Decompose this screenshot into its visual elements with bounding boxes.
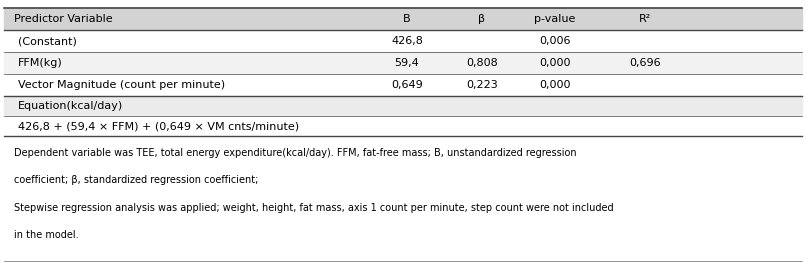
Text: 0,696: 0,696 <box>629 58 661 68</box>
Text: 0,000: 0,000 <box>538 80 571 90</box>
Text: 0,808: 0,808 <box>466 58 498 68</box>
Text: in the model.: in the model. <box>14 230 78 240</box>
Text: Stepwise regression analysis was applied; weight, height, fat mass, axis 1 count: Stepwise regression analysis was applied… <box>14 203 613 213</box>
Polygon shape <box>4 136 802 260</box>
Text: (Constant): (Constant) <box>18 36 77 46</box>
Text: R²: R² <box>638 14 651 24</box>
Polygon shape <box>4 30 802 52</box>
Text: β: β <box>479 14 485 24</box>
Text: 0,223: 0,223 <box>466 80 498 90</box>
Text: 0,649: 0,649 <box>391 80 423 90</box>
Text: 59,4: 59,4 <box>395 58 419 68</box>
Polygon shape <box>4 74 802 96</box>
Text: 426,8: 426,8 <box>391 36 423 46</box>
Text: Predictor Variable: Predictor Variable <box>14 14 112 24</box>
Text: Equation(kcal/day): Equation(kcal/day) <box>18 101 123 111</box>
Text: Vector Magnitude (count per minute): Vector Magnitude (count per minute) <box>18 80 225 90</box>
Text: coefficient; β, standardized regression coefficient;: coefficient; β, standardized regression … <box>14 175 258 185</box>
Text: 0,000: 0,000 <box>538 58 571 68</box>
Text: B: B <box>403 14 411 24</box>
Polygon shape <box>4 96 802 116</box>
Text: Dependent variable was TEE, total energy expenditure(kcal/day). FFM, fat-free ma: Dependent variable was TEE, total energy… <box>14 147 576 157</box>
Text: 426,8 + (59,4 × FFM) + (0,649 × VM cnts/minute): 426,8 + (59,4 × FFM) + (0,649 × VM cnts/… <box>18 121 299 131</box>
Text: p-value: p-value <box>534 14 575 24</box>
Text: 0,006: 0,006 <box>538 36 571 46</box>
Polygon shape <box>4 8 802 30</box>
Polygon shape <box>4 52 802 74</box>
Text: FFM(kg): FFM(kg) <box>18 58 63 68</box>
Polygon shape <box>4 116 802 136</box>
